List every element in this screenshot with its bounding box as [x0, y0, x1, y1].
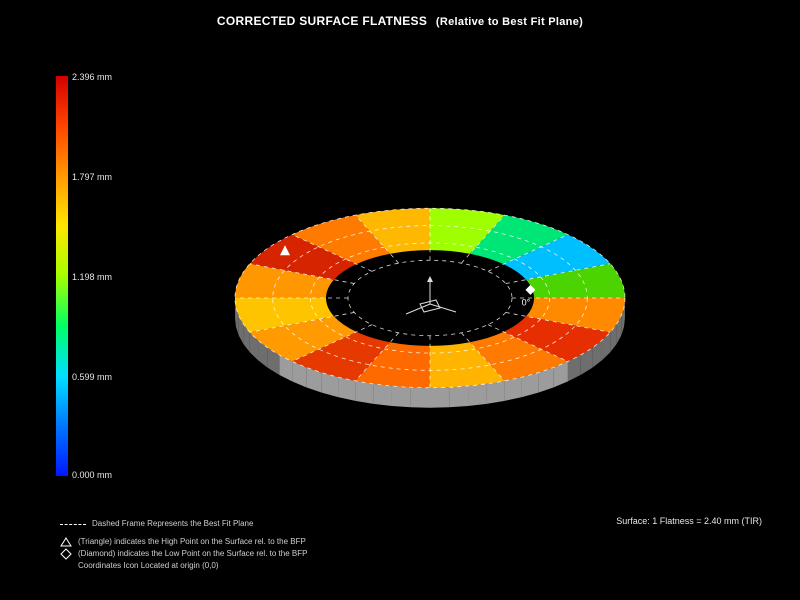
surface-ring-plot: 0° [210, 180, 650, 440]
chart-title: CORRECTED SURFACE FLATNESS (Relative to … [0, 12, 800, 30]
legend-dashed-text: Dashed Frame Represents the Best Fit Pla… [92, 518, 253, 530]
legend-diamond-row: (Diamond) indicates the Low Point on the… [60, 548, 307, 560]
diamond-icon [60, 548, 72, 560]
dashed-line-icon [60, 524, 86, 525]
colorscale-tick: 2.396 mm [72, 72, 112, 82]
title-sub: (Relative to Best Fit Plane) [436, 16, 583, 28]
triangle-icon [60, 537, 72, 547]
legend-coords-row: Coordinates Icon Located at origin (0,0) [60, 560, 307, 572]
colorscale-tick: 1.198 mm [72, 272, 112, 282]
legend-dashed-row: Dashed Frame Represents the Best Fit Pla… [60, 518, 307, 530]
colorscale-bar [56, 76, 68, 476]
legend-coords-text: Coordinates Icon Located at origin (0,0) [78, 560, 219, 572]
legend-block: Dashed Frame Represents the Best Fit Pla… [60, 518, 307, 572]
colorscale-tick: 1.797 mm [72, 172, 112, 182]
title-main: CORRECTED SURFACE FLATNESS [217, 14, 427, 28]
surface-info-label: Surface: 1 Flatness = 2.40 mm (TIR) [616, 516, 762, 526]
colorscale-tick: 0.000 mm [72, 470, 112, 480]
angle-zero-label: 0° [522, 298, 531, 308]
legend-diamond-text: (Diamond) indicates the Low Point on the… [78, 548, 307, 560]
colorscale-tick: 0.599 mm [72, 372, 112, 382]
legend-triangle-row: (Triangle) indicates the High Point on t… [60, 536, 307, 548]
legend-triangle-text: (Triangle) indicates the High Point on t… [78, 536, 306, 548]
